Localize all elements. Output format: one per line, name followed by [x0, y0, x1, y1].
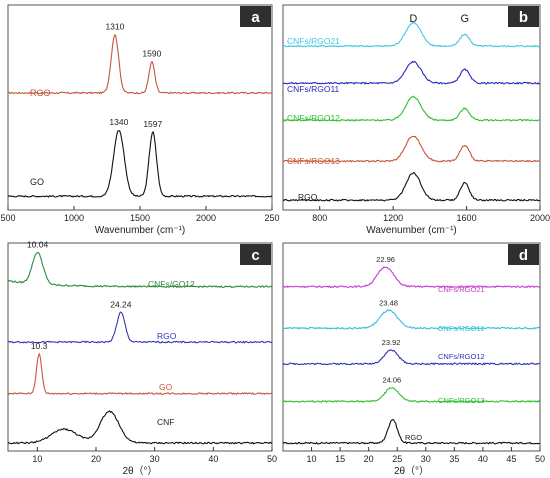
series-cnfs-rgo12-line: [282, 95, 541, 122]
peak-label: 24.24: [110, 299, 132, 309]
series-label: CNFs/GO12: [148, 279, 195, 289]
peak-label: 1590: [142, 49, 161, 59]
series-cnfs-go12-line: [7, 252, 273, 288]
series-label: CNFs/RGO11: [438, 324, 484, 333]
x-tick-label: 250: [264, 213, 279, 223]
panel-c-badge: [240, 244, 271, 265]
panel-a: 500 1000 1500 2000 250 Wavenumber (cm⁻¹) RGO 13…: [0, 4, 280, 236]
panel-badge-letter: b: [519, 9, 528, 26]
panel-d: 10 15 20 25 30 35 40 45 50 2θ（°） CNFs/RGO21 22.96 CN…: [282, 242, 545, 477]
series-label: CNFs/RGO21: [438, 285, 485, 294]
series-label: CNFs/RGO11: [287, 84, 340, 94]
series-label: RGO: [157, 331, 177, 341]
panel-badge-letter: a: [251, 9, 260, 26]
panel-badge-letter: c: [251, 247, 259, 264]
x-tick-label: 40: [208, 454, 218, 464]
x-tick-label: 1600: [457, 213, 477, 223]
x-tick-label: 40: [478, 454, 488, 464]
series-go-line: [7, 353, 273, 395]
x-tick-label: 50: [267, 454, 277, 464]
x-tick-label: 20: [91, 454, 101, 464]
x-axis-label: Wavenumber (cm⁻¹): [95, 225, 185, 236]
series-rgo-line: [282, 172, 541, 202]
series-label: CNFs/RGO21: [287, 36, 340, 46]
x-tick-label: 25: [392, 454, 402, 464]
series-label: GO: [159, 382, 173, 392]
peak-label: 22.96: [376, 255, 395, 264]
peak-label: 1597: [143, 119, 162, 129]
x-tick-label: 35: [449, 454, 459, 464]
panel-badge-letter: d: [519, 247, 528, 264]
x-tick-label: 50: [535, 454, 545, 464]
band-label: G: [460, 13, 469, 25]
series-rgo-line: [7, 34, 273, 95]
peak-label: 1340: [109, 117, 128, 127]
peak-label: 24.06: [382, 376, 401, 385]
series-label: GO: [30, 177, 44, 187]
x-tick-label: 1200: [383, 213, 403, 223]
peak-label: 23.48: [379, 298, 398, 307]
x-tick-label: 30: [150, 454, 160, 464]
x-tick-label: 800: [312, 213, 327, 223]
x-tick-label: 10: [32, 454, 42, 464]
series-cnfs-rgo12-line: [282, 349, 540, 366]
panel-a-frame: [7, 4, 273, 211]
x-tick-label: 1000: [64, 213, 84, 223]
x-tick-label: 30: [421, 454, 431, 464]
peak-label: 10.3: [31, 341, 48, 351]
series-label: CNFs/RGO13: [287, 156, 340, 166]
band-label: D: [409, 13, 417, 25]
series-label: CNFs/RGO12: [438, 352, 485, 361]
panel-c-frame: [7, 242, 273, 452]
series-rgo-line: [282, 418, 541, 445]
x-tick-label: 2000: [196, 213, 216, 223]
x-tick-label: 1500: [130, 213, 150, 223]
series-cnfs-rgo21-line: [282, 21, 541, 48]
panel-c: 10 20 30 40 50 2θ（°） CNFs/GO12 10.04 RGO 24.24 GO 1…: [7, 239, 277, 477]
series-go-line: [7, 130, 273, 198]
series-cnfs-rgo11-line: [283, 309, 541, 330]
series-label: RGO: [30, 88, 51, 98]
panel-d-frame: [282, 242, 541, 452]
x-tick-label: 15: [335, 454, 345, 464]
x-axis-label: Wavenumber (cm⁻¹): [366, 225, 456, 236]
panel-a-badge: [240, 6, 271, 27]
series-label: RGO: [298, 192, 318, 202]
panel-b-badge: [508, 6, 539, 27]
x-tick-label: 2000: [530, 213, 550, 223]
peak-label: 1310: [105, 21, 124, 31]
x-tick-label: 20: [364, 454, 374, 464]
x-tick-label: 10: [307, 454, 317, 464]
series-label: CNFs/RGO13: [438, 396, 485, 405]
x-tick-label: 45: [506, 454, 516, 464]
series-cnfs-rgo13-line: [282, 135, 541, 163]
series-label: RGO: [405, 433, 422, 442]
peak-label: 23.92: [382, 338, 401, 347]
series-cnf-line: [7, 410, 273, 445]
series-rgo-line: [7, 311, 273, 344]
peak-label: 10.04: [27, 239, 49, 249]
series-cnfs-rgo21-line: [282, 266, 541, 288]
panel-b-frame: [282, 4, 541, 211]
x-axis-label: 2θ（°）: [122, 465, 157, 477]
panel-b: 800 1200 1600 2000 Wavenumber (cm⁻¹) CNFs/RGO…: [282, 4, 550, 236]
series-cnfs-rgo13-line: [282, 387, 541, 403]
series-cnfs-rgo11-line: [282, 60, 541, 85]
series-label: CNFs/RGO12: [287, 113, 340, 123]
panel-d-badge: [508, 244, 539, 265]
x-tick-label: 500: [0, 213, 15, 223]
series-label: CNF: [157, 417, 174, 427]
x-axis-label: 2θ（°）: [394, 465, 429, 477]
